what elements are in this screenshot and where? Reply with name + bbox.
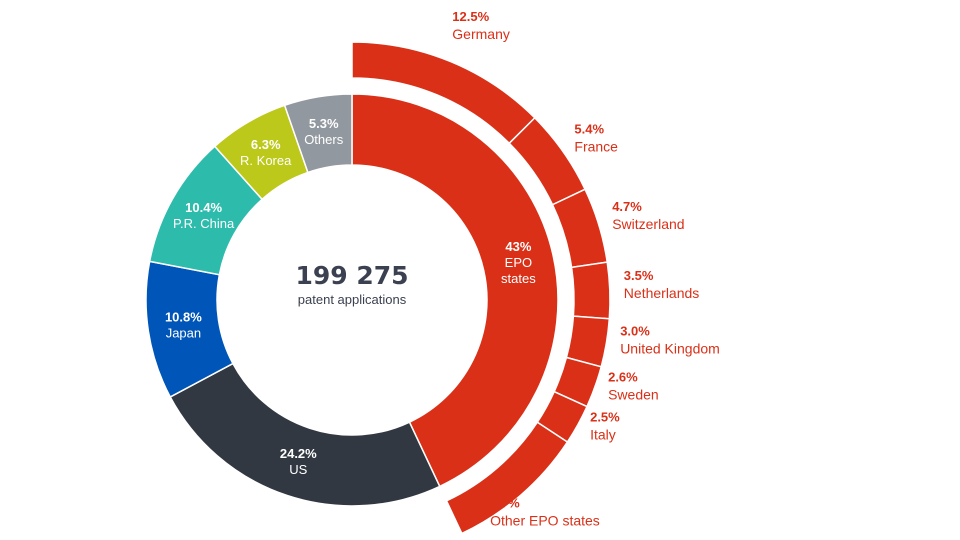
breakdown-arc-switzerland: [551, 188, 609, 269]
breakdown-arc-other-epo-states: [445, 421, 569, 535]
slice-value-r-korea: 6.3%: [251, 137, 281, 152]
slice-value-others: 5.3%: [309, 116, 339, 131]
slice-us: [169, 362, 441, 507]
breakdown-label-sweden: Sweden: [608, 387, 659, 403]
slice-label-japan: Japan: [166, 326, 201, 341]
slice-value-epo-states: 43%: [505, 239, 531, 254]
slice-label-r-korea: R. Korea: [240, 153, 292, 168]
breakdown-label-switzerland: Switzerland: [612, 216, 684, 232]
breakdown-label-united-kingdom: United Kingdom: [620, 340, 720, 356]
breakdown-value-other-epo-states: 8.7%: [490, 496, 520, 511]
breakdown-label-netherlands: Netherlands: [624, 285, 700, 301]
center-total: 199 275: [295, 261, 408, 290]
slice-value-japan: 10.8%: [165, 310, 202, 325]
slice-value-p-r-china: 10.4%: [185, 200, 222, 215]
breakdown-arc-netherlands: [570, 261, 611, 320]
slice-value-us: 24.2%: [280, 446, 317, 461]
slice-epo-states: [351, 93, 559, 488]
breakdown-value-switzerland: 4.7%: [612, 199, 642, 214]
slice-others: [283, 93, 353, 174]
center-subtitle: patent applications: [298, 292, 407, 307]
breakdown-label-italy: Italy: [590, 426, 616, 442]
breakdown-value-united-kingdom: 3.0%: [620, 323, 650, 338]
breakdown-value-france: 5.4%: [574, 121, 604, 136]
slice-label-others: Others: [304, 132, 344, 147]
breakdown-value-sweden: 2.6%: [608, 370, 638, 385]
breakdown-label-france: France: [574, 138, 618, 154]
breakdown-label-germany: Germany: [452, 26, 510, 42]
inner-ring: [145, 93, 559, 507]
breakdown-value-italy: 2.5%: [590, 409, 620, 424]
slice-label-epo-states-1: EPO: [505, 255, 532, 270]
breakdown-label-other-epo-states: Other EPO states: [490, 513, 600, 529]
breakdown-value-germany: 12.5%: [452, 9, 489, 24]
slice-label-epo-states-2: states: [501, 271, 536, 286]
breakdown-value-netherlands: 3.5%: [624, 268, 654, 283]
slice-label-p-r-china: P.R. China: [173, 216, 235, 231]
outer-ring: [351, 41, 611, 535]
slice-label-us: US: [289, 462, 307, 477]
